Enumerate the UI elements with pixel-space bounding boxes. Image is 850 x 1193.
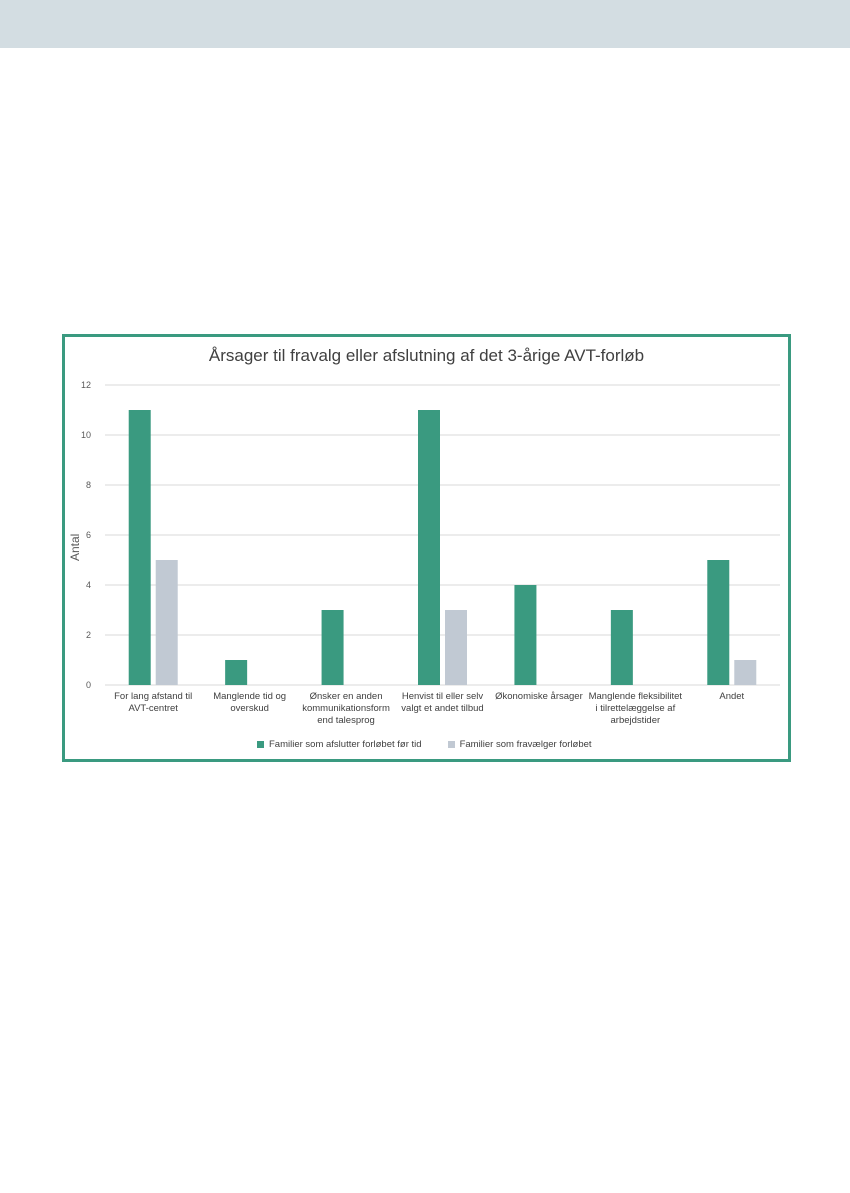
bar-series-1 bbox=[418, 410, 440, 685]
chart-container: Årsager til fravalg eller afslutning af … bbox=[62, 334, 791, 762]
x-tick-label: For lang afstand til AVT-centret bbox=[114, 691, 193, 714]
bar-series-1 bbox=[128, 410, 151, 685]
bar-series-1 bbox=[610, 610, 633, 685]
y-tick-label: 6 bbox=[86, 530, 91, 540]
x-tick-label: Manglende tid og overskud bbox=[213, 691, 287, 714]
legend-item-series-1: Familier som afslutter forløbet før tid bbox=[257, 739, 422, 750]
bar-series-1 bbox=[225, 660, 248, 685]
y-tick-label: 2 bbox=[86, 630, 91, 640]
x-tick-label: Ønsker en anden kommunikationsform end t… bbox=[302, 691, 390, 726]
y-tick-label: 4 bbox=[86, 580, 91, 590]
legend-item-series-2: Familier som fravælger forløbet bbox=[447, 739, 592, 750]
y-tick-label: 10 bbox=[81, 430, 91, 440]
legend-label-series-2: Familier som fravælger forløbet bbox=[459, 739, 592, 750]
bar-series-1 bbox=[321, 610, 344, 685]
chart-title: Årsager til fravalg eller afslutning af … bbox=[208, 346, 645, 365]
bar-series-2 bbox=[155, 560, 178, 685]
bar-series-2 bbox=[445, 610, 467, 685]
bar-series-1 bbox=[514, 585, 537, 685]
x-tick-label: Manglende fleksibilitet i tilrettelæggel… bbox=[588, 691, 683, 726]
header-band bbox=[0, 0, 850, 48]
x-tick-label: Andet bbox=[719, 691, 745, 702]
bar-series-2 bbox=[734, 660, 757, 685]
y-tick-label: 0 bbox=[86, 680, 91, 690]
legend: Familier som afslutter forløbet før tid … bbox=[257, 739, 618, 750]
bar-chart: 0 2 4 6 8 10 12 bbox=[81, 380, 780, 690]
legend-swatch-series-1 bbox=[257, 741, 264, 748]
legend-swatch-series-2 bbox=[447, 741, 455, 748]
x-tick-label: Henvist til eller selv valgt et andet ti… bbox=[401, 691, 484, 714]
x-tick-label: Økonomiske årsager bbox=[495, 691, 583, 702]
y-tick-label: 12 bbox=[81, 380, 91, 390]
legend-label-series-1: Familier som afslutter forløbet før tid bbox=[269, 739, 422, 750]
bar-series-1 bbox=[707, 560, 730, 685]
y-tick-label: 8 bbox=[86, 480, 91, 490]
